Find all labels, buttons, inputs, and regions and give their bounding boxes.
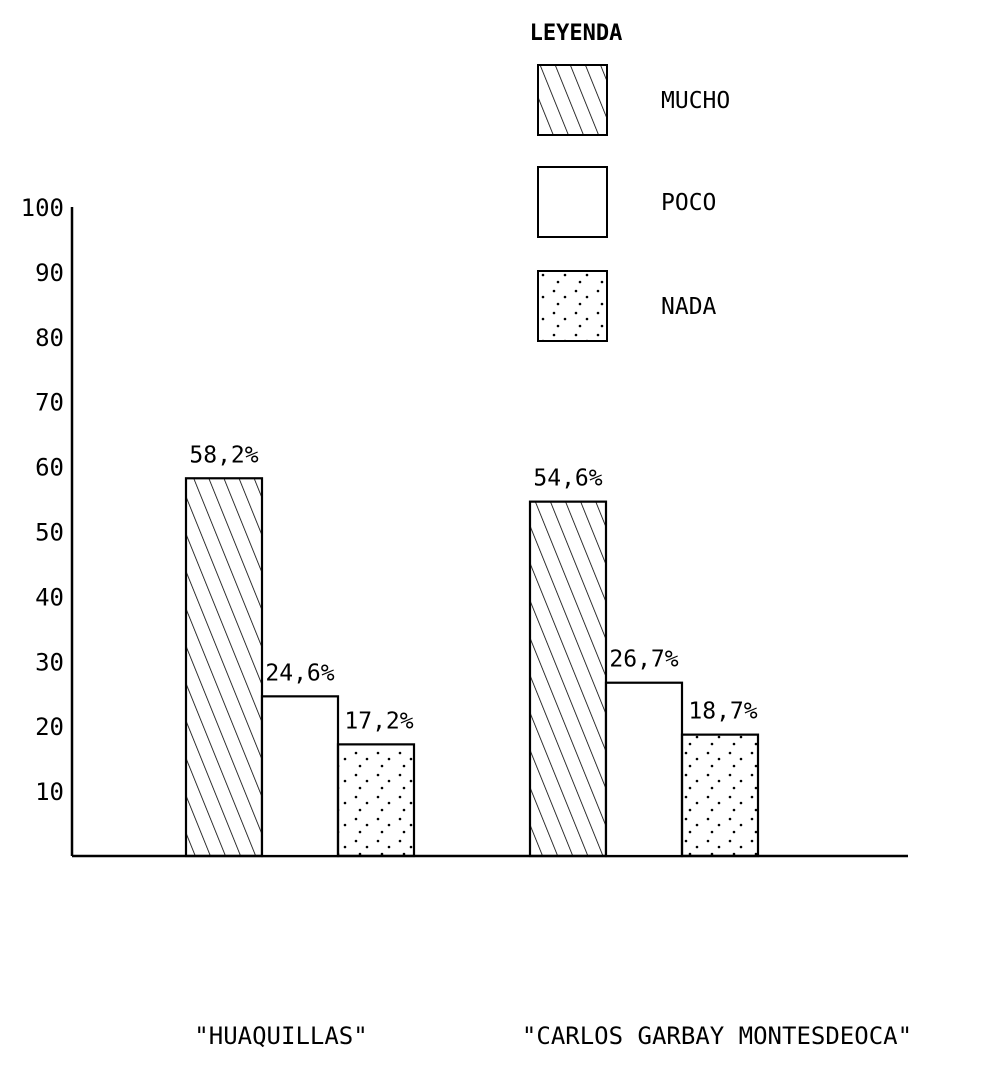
y-tick-label: 60 — [35, 454, 64, 482]
data-label: 18,7% — [688, 699, 757, 725]
data-labels: 58,2% 24,6% 17,2% 54,6% 26,7% 18,7% — [189, 442, 757, 734]
bar-poco — [260, 695, 340, 858]
data-label: 26,7% — [609, 647, 678, 673]
bar-mucho — [528, 500, 608, 858]
y-tick-label: 10 — [35, 778, 64, 806]
bar-nada — [336, 743, 416, 858]
y-tick-label: 100 — [21, 194, 64, 222]
axes: 10 20 30 40 50 60 70 80 90 100 "HUAQUILLAS" "CARLOS… — [21, 194, 912, 1050]
y-tick-label: 50 — [35, 519, 64, 547]
bar-poco — [604, 681, 684, 858]
bars — [184, 477, 760, 858]
data-label: 24,6% — [265, 660, 334, 686]
data-label: 54,6% — [533, 466, 602, 492]
x-category-label: "HUAQUILLAS" — [194, 1022, 367, 1050]
y-tick-label: 20 — [35, 713, 64, 741]
data-label: 17,2% — [344, 708, 413, 734]
x-category-label: "CARLOS GARBAY MONTESDEOCA" — [522, 1022, 912, 1050]
y-tick-label: 30 — [35, 648, 64, 676]
legend-label-nada: NADA — [661, 294, 717, 320]
y-tick-label: 90 — [35, 259, 64, 287]
legend-swatch-poco — [537, 166, 608, 238]
data-label: 58,2% — [189, 442, 258, 468]
y-tick-label: 80 — [35, 324, 64, 352]
legend-title: LEYENDA — [530, 21, 623, 46]
bar-nada — [680, 733, 760, 858]
y-tick-label: 70 — [35, 389, 64, 417]
bar-mucho — [184, 477, 264, 858]
y-tick-label: 40 — [35, 583, 64, 611]
legend-swatch-mucho — [537, 64, 608, 136]
legend: LEYENDA MUCHO POCO NADA — [530, 21, 730, 342]
legend-label-poco: POCO — [661, 190, 716, 216]
legend-swatch-nada — [537, 270, 608, 342]
legend-label-mucho: MUCHO — [661, 88, 730, 114]
